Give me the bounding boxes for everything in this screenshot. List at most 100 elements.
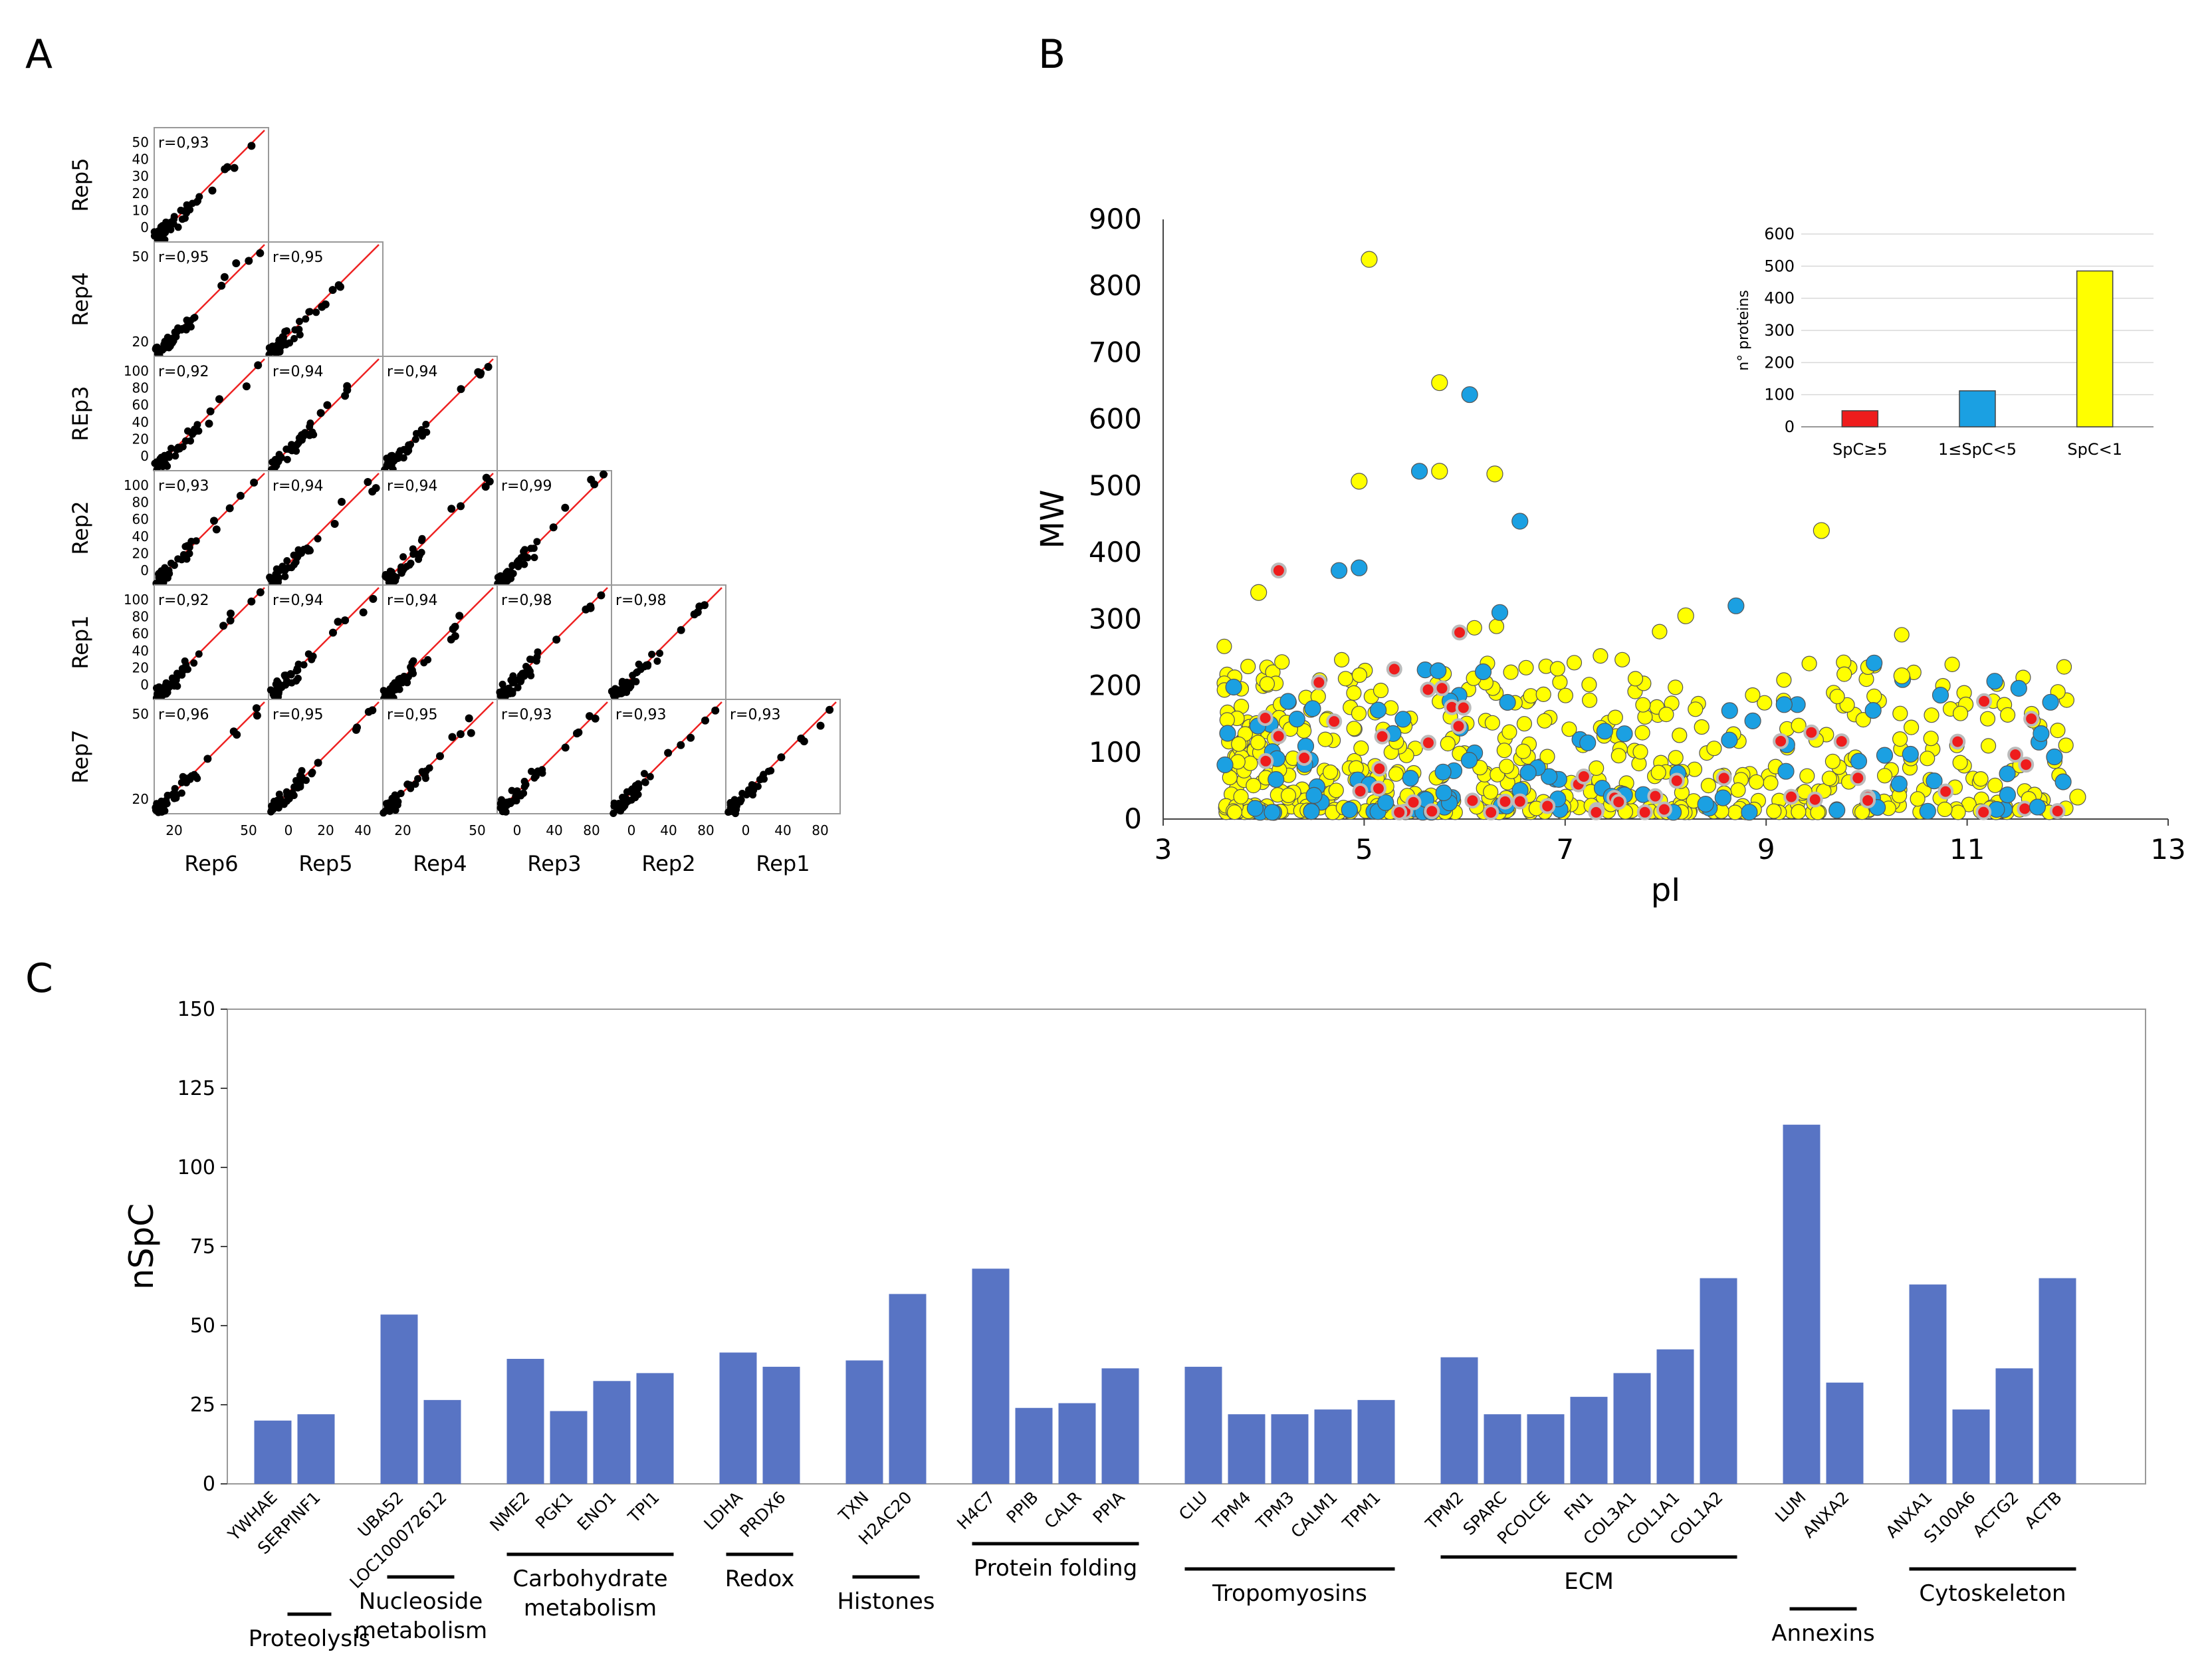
- scatter-point: [203, 755, 212, 763]
- y-tick-label: 75: [190, 1235, 215, 1258]
- scatter-point: [481, 483, 490, 491]
- y-tick-label: 100: [1089, 736, 1142, 769]
- scatter-point: [298, 767, 306, 775]
- correlation-label: r=0,95: [273, 707, 323, 723]
- scatter-point: [1727, 597, 1745, 614]
- scatter-point: [314, 535, 322, 542]
- scatter-point: [1810, 804, 1826, 820]
- scatter-point: [1902, 745, 1919, 763]
- scatter-point: [1932, 686, 1949, 704]
- fit-line: [271, 244, 380, 353]
- scatter-point: [157, 800, 165, 808]
- scatter-point: [1833, 733, 1850, 750]
- inset-y-tick-label: 400: [1764, 289, 1795, 308]
- scatter-point: [451, 622, 459, 631]
- scatter-point: [617, 689, 625, 697]
- scatter-point: [1250, 584, 1268, 601]
- scatter-point: [1715, 770, 1732, 786]
- scatter-point: [1694, 719, 1710, 735]
- scatter-point: [247, 142, 256, 150]
- scatter-point: [1949, 733, 1966, 750]
- scatter-point: [677, 626, 685, 634]
- scatter-point: [1216, 756, 1234, 774]
- scatter-point: [1920, 751, 1936, 767]
- row-tick-label: 100: [124, 363, 149, 379]
- scatter-point: [1999, 765, 2016, 782]
- bar: [2039, 1278, 2076, 1484]
- scatter-point: [1496, 743, 1512, 759]
- scatter-point: [1518, 659, 1534, 675]
- y-tick-label: 150: [177, 998, 215, 1021]
- y-tick-label: 100: [177, 1156, 215, 1179]
- scatter-point: [413, 550, 420, 558]
- scatter-point: [1627, 671, 1644, 687]
- scatter-point: [281, 673, 289, 681]
- scatter-point: [308, 770, 316, 778]
- row-tick-label: 40: [132, 152, 149, 168]
- scatter-point: [520, 669, 528, 677]
- scatter-point: [1386, 661, 1402, 677]
- scatter-point: [268, 806, 276, 814]
- scatter-point: [195, 650, 203, 658]
- scatter-point: [797, 734, 806, 743]
- scatter-point: [1821, 771, 1837, 786]
- scatter-point: [187, 772, 195, 780]
- scatter-point: [1566, 655, 1583, 671]
- scatter-point: [1431, 374, 1448, 392]
- scatter-point: [160, 344, 168, 352]
- scatter-point: [318, 302, 326, 311]
- correlation-label: r=0,94: [387, 478, 437, 495]
- bar: [972, 1268, 1010, 1484]
- scatter-point: [328, 286, 337, 295]
- group-label: Nucleoside metabolism: [354, 1588, 487, 1644]
- bar: [380, 1314, 418, 1484]
- scatter-point: [522, 780, 530, 788]
- y-axis-title: nSpC: [122, 1203, 161, 1290]
- scatter-point: [408, 659, 416, 667]
- column-label: Rep6: [184, 851, 238, 876]
- scatter-point: [283, 455, 291, 463]
- scatter-point: [329, 628, 337, 637]
- correlation-label: r=0,95: [387, 707, 437, 723]
- scatter-point: [1523, 688, 1539, 704]
- scatter-point: [245, 257, 253, 265]
- row-tick-label: 60: [132, 511, 149, 527]
- scatter-point: [1304, 700, 1321, 717]
- panel-b-pi-mw-scatter: 0 100 200 300 400 500 600 700 800 900 3 5 7 9 11 13 MW pI…: [1034, 203, 2186, 909]
- row-tick-label: 20: [132, 545, 149, 561]
- scatter-point: [447, 505, 456, 513]
- scatter-point: [1452, 624, 1468, 641]
- scatter-point: [1288, 710, 1305, 728]
- scatter-point: [157, 223, 165, 231]
- scatter-point: [153, 458, 160, 466]
- row-tick-label: 0: [140, 219, 149, 235]
- scatter-point: [1240, 658, 1256, 675]
- scatter-point: [2023, 711, 2040, 727]
- inset-category-label: 1≤SpC<5: [1938, 440, 2017, 459]
- scatter-point: [1351, 559, 1368, 576]
- scatter-point: [1405, 794, 1422, 810]
- scatter-point: [622, 794, 630, 802]
- scatter-point: [1860, 792, 1876, 808]
- scatter-point: [164, 689, 171, 697]
- category-label: TPM4: [1209, 1488, 1255, 1534]
- scatter-point: [509, 570, 517, 578]
- scatter-point: [1326, 713, 1343, 730]
- correlation-label: r=0,93: [158, 478, 209, 495]
- scatter-point: [226, 616, 235, 625]
- scatter-point: [1424, 803, 1440, 820]
- scatter-point: [1825, 753, 1840, 769]
- y-tick-label: 300: [1089, 602, 1142, 635]
- scatter-point: [465, 714, 473, 723]
- y-tick-label: 600: [1089, 403, 1142, 435]
- scatter-point: [413, 429, 420, 437]
- scatter-point: [1700, 777, 1716, 794]
- col-tick-label: 80: [583, 822, 600, 838]
- scatter-point: [1460, 751, 1478, 769]
- bar: [1314, 1409, 1352, 1484]
- bar: [506, 1358, 544, 1484]
- scatter-point: [1333, 652, 1350, 668]
- category-label: ACTG2: [1969, 1488, 2022, 1541]
- group-label: Protein folding: [974, 1555, 1137, 1582]
- x-tick-label: 13: [2150, 833, 2185, 866]
